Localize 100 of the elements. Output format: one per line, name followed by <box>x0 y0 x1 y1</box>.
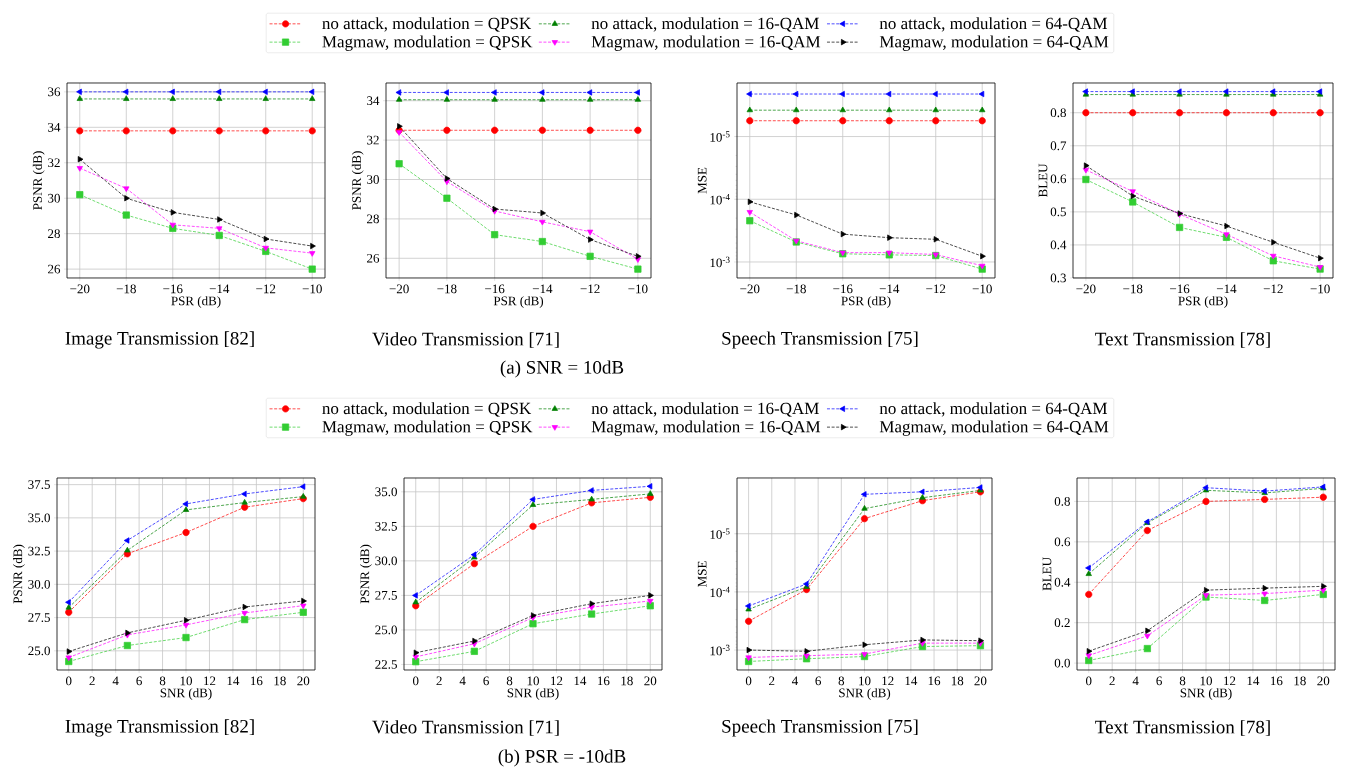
x-axis-title: SNR (dB) <box>160 688 212 700</box>
x-tick-label: 16 <box>598 676 610 686</box>
x-tick-label: 20 <box>644 676 657 686</box>
legend-label: no attack, modulation = QPSK <box>322 17 532 32</box>
x-tick-label: 8 <box>1179 676 1186 686</box>
text: Speech Transmission [75] <box>722 331 918 349</box>
x-tick-label: 0 <box>65 676 72 686</box>
x-axis-title: PSR (dB) <box>171 296 221 308</box>
y-tick-label: 10$^{-4}$ <box>710 586 730 598</box>
x-tick-label: 2 <box>436 676 442 686</box>
x-tick-label: 4 <box>459 676 466 686</box>
y-tick-label: 26 <box>367 253 380 263</box>
x-axis-title: PSR (dB) <box>841 296 891 308</box>
y-tick-label: 30 <box>48 193 60 203</box>
text: Image Transmission [82] <box>65 331 254 349</box>
x-tick-label: 20 <box>974 676 987 686</box>
x-tick-label: 20 <box>1317 676 1330 686</box>
x-tick-label: 6 <box>483 676 489 686</box>
x-tick-label: 10 <box>527 676 540 686</box>
y-tick-label: 32 <box>48 158 60 168</box>
x-tick-label: 6 <box>815 676 822 686</box>
x-tick-label: 12 <box>551 676 563 686</box>
x-tick-label: −18 <box>786 284 806 294</box>
x-tick-label: 8 <box>159 676 166 686</box>
y-tick-label: 0.8 <box>1054 497 1070 506</box>
x-tick-label: −10 <box>628 284 648 294</box>
y-tick-label: 0.5 <box>1050 207 1066 217</box>
x-tick-label: 14 <box>574 676 587 686</box>
y-axis-title: BLEU <box>1042 557 1052 591</box>
text: Video Transmission [71] <box>372 332 559 348</box>
x-tick-label: 10 <box>180 676 193 686</box>
x-tick-label: −14 <box>879 284 900 294</box>
x-tick-label: 6 <box>136 676 142 686</box>
y-tick-label: 32.5 <box>375 521 397 531</box>
y-tick-label: 0.0 <box>1054 658 1070 668</box>
y-axis-title: PSNR (dB) <box>13 544 25 604</box>
y-tick-label: 0.6 <box>1050 174 1067 184</box>
x-tick-label: 20 <box>297 676 310 686</box>
y-tick-label: 0.2 <box>1054 618 1070 628</box>
y-tick-label: 26 <box>48 264 61 274</box>
x-tick-label: −18 <box>1123 284 1143 294</box>
y-tick-label: 0.4 <box>1050 240 1067 250</box>
text: Text Transmission [78] <box>1095 332 1270 348</box>
x-axis-title: SNR (dB) <box>507 688 559 700</box>
x-tick-label: 0 <box>745 676 752 686</box>
x-tick-label: 14 <box>905 676 918 686</box>
text: Speech Transmission [75] <box>722 719 918 737</box>
x-tick-label: −10 <box>302 284 322 294</box>
y-tick-label: 32.5 <box>28 546 50 556</box>
legend-label: no attack, modulation = 16-QAM <box>591 402 819 417</box>
x-tick-label: 8 <box>506 676 513 686</box>
x-tick-label: 14 <box>227 676 240 686</box>
x-tick-label: −16 <box>1170 284 1190 294</box>
x-tick-label: 18 <box>621 676 633 686</box>
x-tick-label: −14 <box>1216 284 1237 294</box>
y-tick-label: 0.7 <box>1050 141 1067 151</box>
x-tick-label: 6 <box>1156 676 1162 686</box>
y-tick-label: 30 <box>367 175 379 184</box>
legend-label: Magmaw, modulation = 16-QAM <box>591 35 821 51</box>
text: Text Transmission [78] <box>1095 720 1270 736</box>
y-tick-label: 28 <box>367 214 379 224</box>
y-tick-label: 34 <box>367 96 380 106</box>
x-tick-label: 16 <box>1271 676 1283 686</box>
x-tick-label: −16 <box>485 284 505 294</box>
y-axis-title: BLEU <box>1038 163 1048 198</box>
x-tick-label: −14 <box>532 284 553 294</box>
x-tick-label: −14 <box>209 284 230 294</box>
x-tick-label: 18 <box>274 676 286 686</box>
x-tick-label: 12 <box>882 676 894 686</box>
x-tick-label: 8 <box>838 676 845 686</box>
x-tick-label: 16 <box>928 676 941 686</box>
y-axis-title: MSE <box>697 561 707 587</box>
y-tick-label: 0.6 <box>1054 537 1071 547</box>
x-tick-label: 12 <box>1224 676 1236 686</box>
legend-label: Magmaw, modulation = QPSK <box>322 420 533 436</box>
y-tick-label: 22.5 <box>375 660 397 669</box>
y-tick-label: 35.0 <box>375 487 397 497</box>
y-tick-label: 0.3 <box>1050 273 1066 283</box>
x-tick-label: −18 <box>116 284 136 294</box>
legend-label: Magmaw, modulation = 16-QAM <box>591 420 821 436</box>
y-tick-label: 27.5 <box>375 591 397 600</box>
x-tick-label: −12 <box>1263 284 1283 294</box>
legend-label: Magmaw, modulation = QPSK <box>322 35 533 51</box>
x-tick-label: 16 <box>251 676 263 686</box>
x-tick-label: −18 <box>437 284 457 294</box>
legend-label: no attack, modulation = 16-QAM <box>591 17 819 32</box>
x-tick-label: 10 <box>1200 676 1213 686</box>
legend-label: no attack, modulation = 64-QAM <box>879 402 1108 417</box>
x-tick-label: 0 <box>412 676 419 686</box>
y-tick-label: 34 <box>48 122 61 132</box>
text: Video Transmission [71] <box>372 720 559 736</box>
y-tick-label: 10$^{-5}$ <box>710 528 730 539</box>
x-tick-label: 0 <box>1085 676 1092 686</box>
x-axis-title: SNR (dB) <box>839 688 891 700</box>
x-tick-label: −16 <box>163 284 183 294</box>
y-tick-label: 10$^{-3}$ <box>710 256 730 268</box>
y-tick-label: 30.0 <box>375 556 397 566</box>
x-tick-label: −16 <box>833 284 853 294</box>
y-tick-label: 28 <box>48 229 60 239</box>
text: (b) PSR = -10dB <box>498 749 626 767</box>
